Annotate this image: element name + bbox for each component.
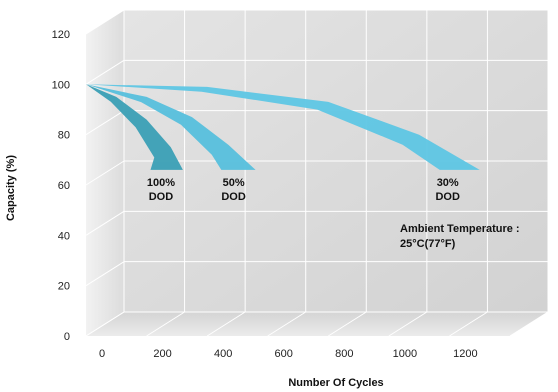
y-tick-label: 60	[58, 180, 70, 192]
grid-line-floor-x-4	[328, 311, 367, 337]
y-tick-label: 20	[58, 281, 70, 293]
curve-label-0: 100%	[147, 177, 175, 189]
grid-line-floor-x-1	[146, 311, 185, 337]
x-tick-label: 0	[99, 348, 105, 360]
dod-curve-1	[86, 84, 256, 170]
y-axis-title: Capacity (%)	[5, 155, 17, 221]
grid-line-left-y-20	[85, 261, 125, 287]
grid-line-floor-x-6	[449, 311, 488, 337]
annotation-line: 25°C(77°F)	[400, 238, 456, 250]
y-tick-label: 40	[58, 230, 70, 242]
curve-label-2: 30%	[437, 177, 459, 189]
x-tick-label: 600	[275, 348, 293, 360]
grid-line-left-y-100	[85, 59, 125, 85]
annotation-line: Ambient Temperature :	[400, 223, 520, 235]
grid-line-floor-x-0	[85, 311, 125, 337]
y-axis: 0 20 40 60 80 100 120 Capacity (%)	[5, 29, 70, 343]
curve-labels: 100% DOD 50% DOD 30% DOD	[147, 177, 460, 203]
grid-line-floor-x-5	[388, 311, 428, 337]
dod-curve-2	[86, 84, 480, 170]
x-axis-title: Number Of Cycles	[288, 377, 383, 389]
ambient-temperature-annotation: Ambient Temperature : 25°C(77°F)	[400, 223, 520, 250]
grid-line-left-y-60	[85, 160, 125, 186]
curve-label-1: DOD	[221, 191, 246, 203]
curve-label-1: 50%	[223, 177, 245, 189]
curve-label-0: DOD	[149, 191, 174, 203]
x-tick-label: 1200	[453, 348, 477, 360]
x-tick-label: 200	[153, 348, 171, 360]
x-axis: 0 200 400 600 800 1000 1200 Number Of Cycles	[99, 348, 478, 389]
grid-line-left-y-120	[85, 9, 125, 35]
grid-line-floor-x-2	[206, 311, 246, 337]
grid-line-left-y-40	[85, 210, 125, 236]
y-tick-label: 80	[58, 130, 70, 142]
floor	[86, 312, 548, 336]
x-tick-label: 1000	[393, 348, 417, 360]
x-tick-labels: 0 200 400 600 800 1000 1200	[99, 348, 478, 360]
plot-box	[85, 9, 549, 337]
y-tick-labels: 0 20 40 60 80 100 120	[52, 29, 70, 343]
dod-curves	[86, 84, 480, 170]
y-tick-label: 0	[64, 331, 70, 343]
x-tick-label: 800	[335, 348, 353, 360]
grid-line-left-y-80	[85, 110, 125, 136]
curve-label-2: DOD	[435, 191, 460, 203]
x-tick-label: 400	[214, 348, 232, 360]
y-tick-label: 100	[52, 79, 70, 91]
dod-curve-0	[86, 84, 183, 170]
grid-line-floor-x-3	[267, 311, 306, 337]
y-tick-label: 120	[52, 29, 70, 41]
grid-line-floor-x-7	[509, 311, 549, 337]
